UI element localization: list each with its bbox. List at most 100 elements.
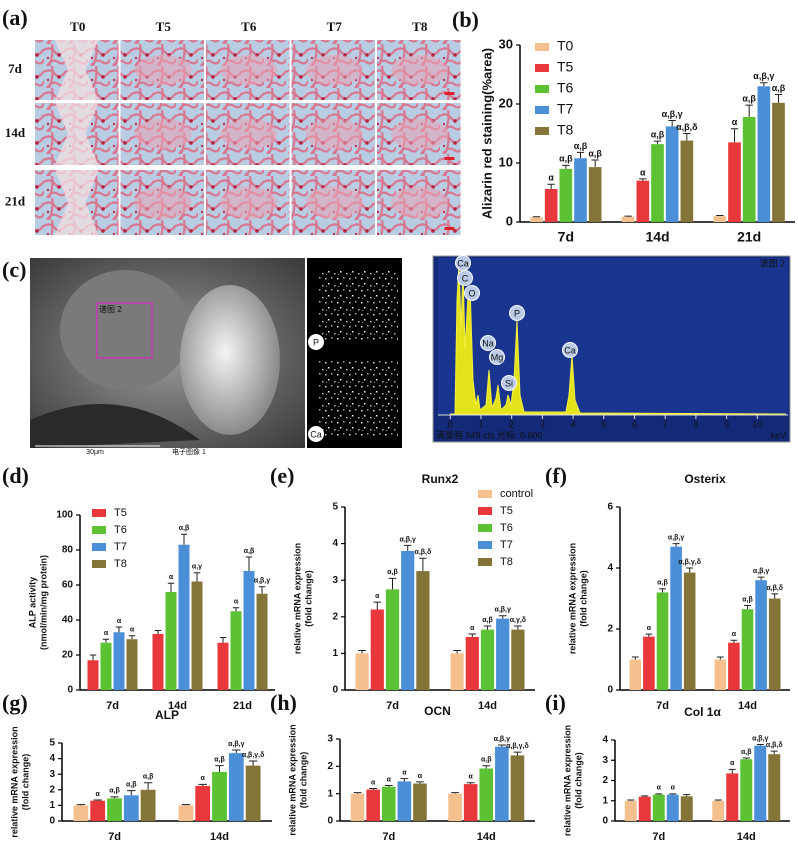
- scaffold-strut: [220, 118, 278, 150]
- chart-title: ALP: [155, 708, 179, 722]
- sem-image: [30, 258, 305, 448]
- legend-swatch: [92, 560, 106, 568]
- error-bar: [358, 649, 366, 654]
- scale-bar: [444, 92, 455, 95]
- panel-label: (a): [2, 5, 28, 30]
- significance-label: α,β: [179, 525, 190, 532]
- significance-label: α,β,δ: [766, 585, 783, 592]
- error-bar: [771, 593, 779, 599]
- column-label: T8: [412, 19, 428, 34]
- peak-label: Na: [482, 338, 494, 348]
- significance-label: α,γ: [192, 564, 202, 571]
- peak-badge: [501, 375, 517, 391]
- error-bar: [110, 796, 119, 799]
- legend-swatch: [478, 558, 492, 566]
- bar: [742, 116, 756, 222]
- significance-label: α,β,δ: [415, 549, 432, 556]
- scaffold-strut: [134, 118, 192, 150]
- scaffold-strut: [220, 186, 278, 219]
- bar: [495, 746, 509, 821]
- scale-label: 30μm: [86, 449, 104, 456]
- bar: [191, 581, 203, 690]
- bar: [350, 793, 365, 821]
- error-bar: [714, 799, 722, 801]
- significance-label: α,β,γ: [254, 578, 270, 585]
- y-axis-label: (fold change): [298, 752, 308, 809]
- significance-label: α,β: [588, 148, 602, 158]
- chart-title: Runx2: [422, 472, 459, 486]
- error-bar: [756, 743, 764, 746]
- significance-label: α,β,γ,δ: [678, 559, 701, 566]
- significance-label: α: [671, 785, 676, 792]
- map-badge: [308, 426, 324, 442]
- y-tick-label: 0: [332, 685, 338, 696]
- legend-label: T5: [114, 507, 127, 519]
- bar: [666, 794, 679, 821]
- error-bar: [683, 794, 691, 797]
- error-bar: [645, 633, 653, 637]
- significance-label: α: [130, 627, 135, 634]
- bar: [178, 544, 190, 690]
- y-axis-label: relative mRNA expression: [287, 724, 297, 835]
- panel-label: (h): [270, 690, 297, 715]
- error-bar: [760, 82, 768, 87]
- error-bar: [384, 784, 393, 787]
- error-bar: [547, 183, 555, 189]
- x-tick-label: 7: [663, 419, 668, 429]
- error-bar: [774, 94, 783, 103]
- significance-label: α,β: [574, 141, 588, 151]
- significance-label: α,β: [481, 757, 492, 764]
- bar: [178, 805, 194, 821]
- bar: [621, 216, 635, 222]
- panel-label: (b): [452, 7, 479, 32]
- significance-label: α,β: [387, 569, 398, 576]
- bar: [397, 781, 412, 821]
- bar: [624, 800, 637, 821]
- error-bar: [128, 635, 136, 640]
- error-bar: [102, 638, 110, 643]
- y-axis-label: relative mRNA expression: [567, 543, 577, 654]
- significance-label: α,β: [109, 788, 120, 795]
- bar: [73, 805, 89, 821]
- bar: [683, 572, 696, 690]
- y-tick-label: 5: [49, 738, 55, 749]
- x-axis-label: keV: [770, 430, 786, 440]
- y-tick-label: 2: [607, 624, 613, 635]
- y-axis-label: (fold change): [578, 570, 588, 627]
- significance-label: α,β,δ: [766, 742, 783, 749]
- error-bar: [627, 799, 635, 801]
- peak-label: P: [514, 308, 520, 318]
- significance-label: α,β: [651, 130, 665, 140]
- y-tick-label: 4: [332, 538, 338, 549]
- significance-label: α,β,γ: [668, 534, 684, 541]
- significance-label: α,β,γ: [400, 536, 416, 543]
- peak-label: Ca: [564, 345, 576, 355]
- bar: [643, 636, 655, 690]
- error-bar: [127, 790, 136, 796]
- error-bar: [683, 133, 691, 141]
- x-tick-label: 14d: [168, 700, 187, 712]
- significance-label: α: [657, 785, 662, 792]
- y-tick-label: 0: [49, 816, 55, 827]
- x-tick-label: 2: [509, 419, 514, 429]
- error-bar: [215, 765, 224, 772]
- bar: [728, 642, 740, 690]
- bar: [496, 618, 510, 690]
- error-bar: [198, 783, 207, 786]
- bar: [726, 773, 739, 821]
- legend-label: T7: [114, 541, 127, 553]
- bar: [126, 639, 138, 690]
- bar: [413, 783, 427, 821]
- y-tick-label: 4: [602, 735, 608, 746]
- error-bar: [655, 793, 663, 795]
- bar: [574, 158, 587, 222]
- x-tick-label: 6: [632, 419, 637, 429]
- y-tick-label: 20: [499, 95, 513, 110]
- x-tick-label: 14d: [210, 831, 229, 843]
- significance-label: α,β,γ: [228, 741, 244, 748]
- error-bar: [419, 557, 427, 572]
- bar: [559, 168, 573, 222]
- bar: [768, 754, 781, 821]
- y-tick-label: 3: [49, 769, 55, 780]
